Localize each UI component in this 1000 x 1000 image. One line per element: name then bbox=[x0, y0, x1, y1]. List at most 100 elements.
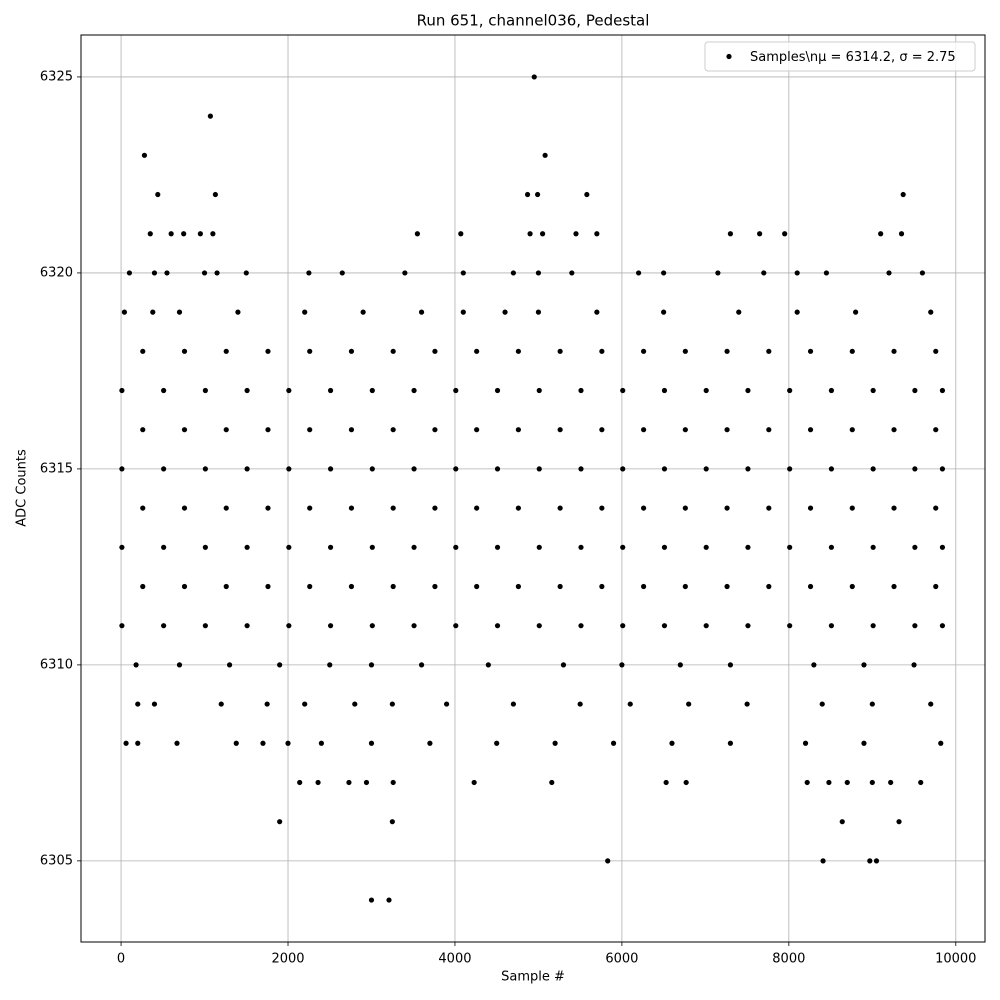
point bbox=[599, 505, 605, 511]
point bbox=[605, 858, 611, 864]
point bbox=[869, 779, 875, 786]
point bbox=[641, 348, 647, 354]
legend-box bbox=[704, 41, 976, 72]
point bbox=[418, 309, 425, 315]
y-tick-label: 6310 bbox=[40, 657, 73, 672]
point bbox=[135, 701, 141, 707]
point bbox=[578, 544, 584, 550]
point bbox=[787, 466, 793, 472]
point bbox=[223, 505, 229, 511]
point bbox=[686, 701, 692, 707]
point bbox=[761, 270, 767, 276]
point bbox=[327, 544, 334, 550]
point bbox=[542, 152, 548, 158]
point bbox=[418, 662, 425, 668]
point bbox=[411, 466, 417, 472]
point bbox=[202, 387, 208, 394]
point bbox=[703, 387, 709, 394]
point bbox=[502, 309, 508, 315]
point bbox=[147, 231, 153, 237]
point bbox=[620, 466, 626, 472]
point bbox=[181, 583, 188, 590]
point bbox=[620, 623, 626, 629]
point bbox=[212, 191, 218, 198]
point bbox=[888, 779, 894, 786]
point bbox=[787, 387, 793, 394]
point bbox=[390, 427, 396, 433]
point bbox=[557, 348, 563, 354]
point bbox=[243, 270, 249, 276]
point bbox=[494, 623, 501, 629]
point bbox=[327, 466, 334, 472]
point bbox=[277, 662, 283, 668]
point bbox=[286, 466, 292, 472]
point bbox=[661, 387, 668, 394]
point bbox=[414, 231, 420, 237]
point bbox=[161, 387, 167, 394]
point bbox=[849, 583, 855, 590]
point bbox=[891, 583, 897, 590]
point bbox=[235, 309, 241, 315]
point bbox=[150, 309, 156, 315]
point bbox=[155, 191, 161, 198]
point bbox=[460, 309, 466, 315]
point bbox=[306, 270, 312, 276]
point bbox=[390, 348, 396, 354]
point bbox=[896, 819, 902, 825]
point bbox=[363, 779, 370, 786]
point bbox=[663, 779, 669, 786]
point bbox=[494, 544, 501, 550]
point bbox=[432, 427, 438, 433]
point bbox=[918, 779, 924, 786]
point bbox=[745, 466, 751, 472]
point bbox=[715, 270, 721, 276]
point bbox=[474, 505, 480, 511]
point bbox=[919, 270, 925, 276]
point bbox=[727, 231, 734, 237]
point bbox=[123, 740, 129, 746]
point bbox=[811, 662, 817, 668]
point bbox=[432, 348, 438, 354]
point bbox=[682, 583, 688, 590]
point bbox=[878, 231, 884, 237]
point bbox=[369, 623, 375, 629]
point bbox=[307, 348, 313, 354]
point bbox=[745, 387, 751, 394]
point bbox=[474, 583, 480, 590]
plot-frame bbox=[80, 34, 986, 943]
point bbox=[536, 466, 542, 472]
point bbox=[181, 505, 188, 511]
point bbox=[181, 231, 187, 237]
point bbox=[867, 858, 873, 864]
point bbox=[460, 270, 466, 276]
point bbox=[912, 387, 918, 394]
point bbox=[458, 231, 464, 237]
point bbox=[757, 231, 763, 237]
point bbox=[912, 623, 918, 629]
point bbox=[807, 348, 814, 354]
point bbox=[578, 466, 584, 472]
point bbox=[703, 544, 709, 550]
point bbox=[260, 740, 266, 746]
point bbox=[411, 623, 417, 629]
point bbox=[140, 427, 146, 433]
point bbox=[286, 623, 292, 629]
point bbox=[938, 740, 944, 746]
point bbox=[853, 309, 859, 315]
point bbox=[307, 583, 313, 590]
point bbox=[933, 583, 939, 590]
point bbox=[620, 544, 626, 550]
point bbox=[411, 387, 417, 394]
point bbox=[727, 662, 734, 668]
point bbox=[539, 231, 546, 237]
point bbox=[804, 779, 810, 786]
point bbox=[873, 858, 880, 864]
point bbox=[933, 348, 939, 354]
point bbox=[891, 427, 897, 433]
point bbox=[402, 270, 408, 276]
point bbox=[390, 505, 396, 511]
point bbox=[223, 348, 229, 354]
point bbox=[244, 623, 250, 629]
point bbox=[327, 623, 334, 629]
point bbox=[207, 113, 213, 119]
